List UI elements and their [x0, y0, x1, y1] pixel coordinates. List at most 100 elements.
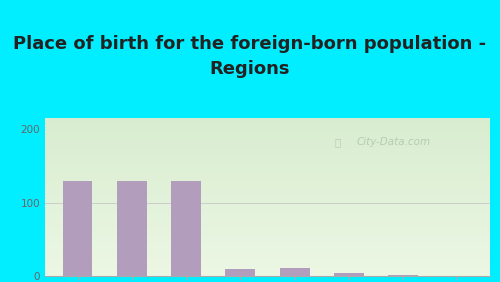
Bar: [280, 268, 310, 276]
Bar: [45, 171, 490, 172]
Bar: [45, 161, 490, 163]
Bar: [45, 257, 490, 259]
Bar: [45, 259, 490, 261]
Text: Place of birth for the foreign-born population -
Regions: Place of birth for the foreign-born popu…: [14, 35, 486, 78]
Bar: [117, 181, 147, 276]
Bar: [45, 182, 490, 183]
Bar: [45, 218, 490, 219]
Bar: [45, 156, 490, 158]
Bar: [45, 175, 490, 177]
Bar: [45, 273, 490, 275]
Bar: [45, 268, 490, 270]
Bar: [45, 210, 490, 212]
Bar: [45, 232, 490, 234]
Bar: [45, 235, 490, 237]
Bar: [45, 239, 490, 240]
Bar: [45, 223, 490, 224]
Bar: [45, 160, 490, 161]
Bar: [62, 181, 92, 276]
Bar: [45, 179, 490, 180]
Bar: [45, 240, 490, 242]
Bar: [45, 243, 490, 245]
Bar: [45, 197, 490, 199]
Bar: [45, 158, 490, 160]
Bar: [45, 140, 490, 142]
Bar: [45, 245, 490, 246]
Bar: [45, 204, 490, 205]
Bar: [45, 125, 490, 126]
Bar: [45, 183, 490, 185]
Bar: [45, 174, 490, 175]
Bar: [45, 152, 490, 153]
Bar: [45, 250, 490, 251]
Bar: [45, 168, 490, 169]
Bar: [45, 199, 490, 201]
Bar: [45, 242, 490, 243]
Bar: [45, 256, 490, 257]
Bar: [45, 136, 490, 137]
Bar: [45, 216, 490, 218]
Bar: [45, 133, 490, 134]
Bar: [45, 253, 490, 254]
Bar: [45, 229, 490, 231]
Bar: [226, 269, 256, 276]
Bar: [45, 145, 490, 147]
Bar: [45, 201, 490, 202]
Bar: [45, 219, 490, 221]
Bar: [45, 148, 490, 150]
Bar: [45, 191, 490, 193]
Bar: [45, 134, 490, 136]
Bar: [45, 172, 490, 174]
Bar: [45, 267, 490, 268]
Bar: [45, 153, 490, 155]
Bar: [45, 126, 490, 128]
Bar: [45, 185, 490, 186]
Bar: [45, 131, 490, 133]
Bar: [45, 144, 490, 145]
Bar: [45, 180, 490, 182]
Bar: [45, 150, 490, 152]
Bar: [45, 142, 490, 144]
Bar: [45, 155, 490, 156]
Bar: [45, 254, 490, 256]
Bar: [45, 137, 490, 139]
Bar: [334, 273, 364, 276]
Bar: [45, 208, 490, 210]
Bar: [45, 264, 490, 265]
Bar: [45, 169, 490, 171]
Bar: [45, 205, 490, 207]
Bar: [45, 129, 490, 131]
Bar: [45, 227, 490, 229]
Bar: [45, 231, 490, 232]
Bar: [45, 221, 490, 223]
Bar: [45, 190, 490, 191]
Bar: [45, 224, 490, 226]
Bar: [45, 196, 490, 197]
Bar: [45, 139, 490, 140]
Bar: [45, 177, 490, 179]
Bar: [45, 147, 490, 148]
Bar: [45, 163, 490, 164]
Bar: [45, 212, 490, 213]
Bar: [45, 128, 490, 129]
Bar: [45, 202, 490, 204]
Bar: [45, 186, 490, 188]
Bar: [45, 123, 490, 125]
Bar: [45, 237, 490, 239]
Bar: [45, 166, 490, 168]
Bar: [45, 215, 490, 216]
Text: ⓘ: ⓘ: [334, 137, 340, 147]
Bar: [45, 164, 490, 166]
Bar: [45, 120, 490, 122]
Bar: [45, 261, 490, 262]
Bar: [45, 270, 490, 272]
Bar: [45, 272, 490, 273]
Bar: [45, 226, 490, 227]
Bar: [45, 188, 490, 190]
Bar: [45, 118, 490, 120]
Bar: [45, 275, 490, 276]
Bar: [45, 234, 490, 235]
Bar: [45, 122, 490, 123]
Text: City-Data.com: City-Data.com: [356, 137, 430, 147]
Bar: [45, 194, 490, 196]
